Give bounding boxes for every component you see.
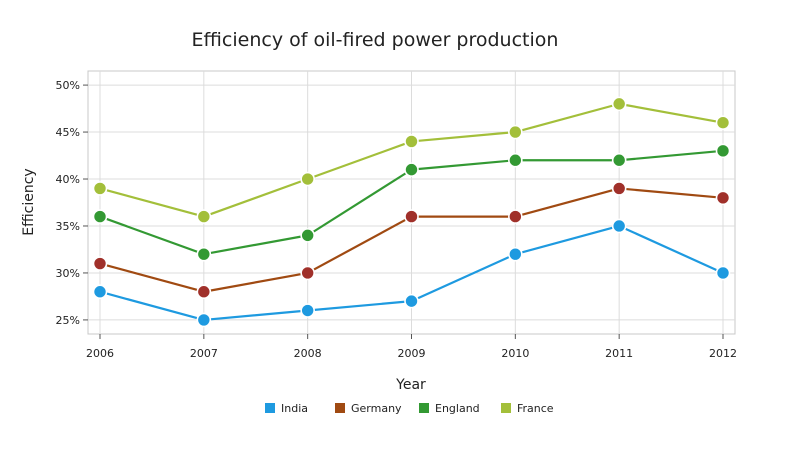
- point-germany-2006: [92, 256, 108, 271]
- point-germany-2009: [404, 209, 419, 224]
- point-england-2011: [611, 152, 627, 168]
- point-france-2006: [92, 181, 108, 196]
- x-tick-label-4: 2010: [501, 347, 529, 360]
- legend-swatch-england: [419, 403, 429, 413]
- point-england-2008: [300, 228, 315, 243]
- point-england-2009: [404, 162, 419, 177]
- chart-title: Efficiency of oil-fired power production: [192, 29, 559, 51]
- legend-swatch-india: [265, 403, 275, 413]
- point-france-2007: [196, 209, 212, 224]
- point-india-2012: [715, 265, 731, 281]
- point-england-2007: [196, 246, 212, 262]
- point-france-2009: [404, 134, 419, 149]
- y-axis-title: Efficiency: [21, 168, 37, 235]
- x-tick-label-3: 2009: [398, 347, 426, 360]
- y-tick-label-4: 45%: [56, 126, 80, 139]
- point-germany-2012: [715, 190, 731, 206]
- x-tick-label-6: 2012: [709, 347, 737, 360]
- legend-label-france: France: [517, 402, 554, 415]
- point-france-2008: [300, 171, 315, 187]
- x-tick-label-5: 2011: [605, 347, 633, 360]
- point-germany-2011: [611, 181, 627, 196]
- x-axis-title: Year: [395, 377, 426, 393]
- point-france-2011: [611, 96, 627, 112]
- point-india-2006: [92, 284, 108, 300]
- point-france-2010: [508, 124, 523, 140]
- y-tick-label-1: 30%: [56, 267, 80, 280]
- legend-swatch-france: [501, 403, 511, 413]
- point-germany-2010: [508, 209, 523, 224]
- point-india-2009: [404, 293, 419, 309]
- y-tick-label-2: 35%: [56, 220, 80, 233]
- legend-label-germany: Germany: [351, 402, 402, 415]
- point-india-2008: [300, 303, 315, 318]
- y-tick-label-3: 40%: [56, 173, 80, 186]
- x-tick-label-0: 2006: [86, 347, 114, 360]
- y-tick-label-5: 50%: [56, 79, 80, 92]
- point-england-2006: [92, 209, 108, 224]
- point-england-2012: [715, 143, 731, 159]
- legend-label-india: India: [281, 402, 308, 415]
- legend-label-england: England: [435, 402, 480, 415]
- point-england-2010: [508, 152, 523, 168]
- series-lines: [92, 96, 731, 328]
- point-india-2010: [508, 246, 523, 262]
- x-axis-ticks: 2006 2007 2008 2009 2010 2011 2012: [86, 334, 737, 360]
- y-tick-label-0: 25%: [56, 314, 80, 327]
- point-germany-2007: [196, 284, 212, 300]
- x-tick-label-1: 2007: [190, 347, 218, 360]
- point-germany-2008: [300, 265, 315, 281]
- legend-swatch-germany: [335, 403, 345, 413]
- point-france-2012: [715, 115, 731, 130]
- y-axis-ticks: 25% 30% 35% 40% 45% 50%: [56, 79, 88, 327]
- point-india-2007: [196, 312, 212, 328]
- point-india-2011: [611, 218, 627, 234]
- legend: India Germany England France: [265, 402, 554, 415]
- x-tick-label-2: 2008: [294, 347, 322, 360]
